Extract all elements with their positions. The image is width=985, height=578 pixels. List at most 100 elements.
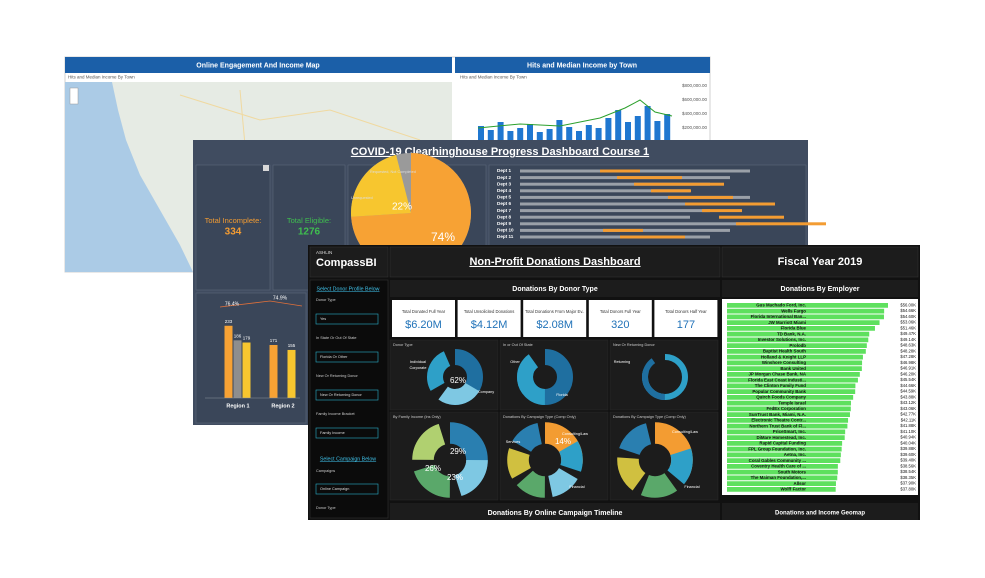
employer-name: Florida International Ban...	[751, 314, 806, 319]
dept-bar-highlight	[719, 215, 784, 219]
dept-label: Dept 1	[497, 168, 511, 173]
timeline-header: Donations By Online Campaign Timeline	[488, 510, 623, 517]
employer-bar	[727, 308, 885, 314]
filter-value[interactable]: Online Campaign	[320, 487, 349, 491]
covid-pie: 22% 74%	[351, 153, 472, 273]
employer-value: $42.77K	[900, 412, 916, 417]
employer-value: $48.28K	[900, 348, 916, 353]
donut-label: Consulting/Law	[672, 430, 698, 434]
geomap-header: Donations and Income Geomap	[775, 511, 865, 517]
donut-segment	[617, 422, 693, 498]
hits-bar	[487, 130, 494, 140]
card-menu-icon[interactable]	[263, 165, 269, 171]
donut-segment	[507, 422, 583, 498]
dept-label: Dept 5	[497, 195, 511, 200]
pie-legend: Unrequested	[351, 196, 373, 200]
campaign-link[interactable]: Select Campaign Below	[320, 456, 376, 462]
employer-bar	[727, 464, 838, 469]
employer-name: Baptist Health South	[763, 349, 806, 354]
filter-label: Donor Type	[316, 298, 336, 302]
hits-bar	[507, 131, 514, 140]
map-title: Online Engagement And Income Map	[196, 62, 319, 69]
employer-bar	[727, 320, 880, 325]
dept-bar-highlight	[736, 222, 826, 226]
dept-bar-highlight	[651, 189, 691, 193]
donut-label: 14%	[555, 437, 571, 446]
region-bar-label: 155	[288, 343, 296, 348]
employer-value: $43.06K	[900, 406, 916, 411]
section-header	[722, 280, 918, 297]
hits-bar	[585, 125, 592, 140]
filter-box[interactable]	[315, 483, 379, 495]
employer-bar	[727, 429, 846, 435]
region-line-label: 76.4%	[225, 301, 240, 307]
dept-label: Dept 11	[497, 234, 514, 239]
employer-bar	[727, 343, 867, 348]
employer-bar	[727, 406, 851, 412]
dept-bar-highlight	[603, 228, 643, 232]
employer-header: Donations By Employer	[781, 286, 860, 293]
dept-label: Dept 10	[497, 228, 514, 233]
axis-label: $200,000.00	[682, 125, 708, 130]
axis-label: $600,000.00	[682, 97, 708, 102]
kpi-card	[523, 300, 587, 337]
donut-label: Individual	[410, 360, 426, 364]
hits-bar	[566, 127, 573, 140]
donut-title: Donations By Campaign Type (Comp Only)	[503, 415, 576, 419]
donut-label: Consulting/Law	[562, 432, 588, 436]
employer-name: Gus Machado Ford, Inc.	[756, 303, 806, 308]
employer-value: $40.94K	[900, 435, 916, 440]
filter-label: Family Income Bracket	[316, 412, 356, 416]
donut-label: Corporate	[410, 366, 427, 370]
employer-bar	[727, 487, 836, 492]
employer-name: TD Bank, N.A.	[777, 331, 806, 336]
kpi-value: 320	[611, 319, 629, 331]
dept-bar-highlight	[668, 195, 733, 199]
employer-value: $47.28K	[900, 354, 916, 359]
dept-bar	[520, 209, 710, 213]
employer-bar	[727, 412, 850, 417]
pie-slice	[351, 154, 411, 217]
region-bar	[233, 340, 242, 398]
dept-bar	[520, 182, 710, 186]
employer-name: SunTrust Bank, Miami, N.A.	[749, 412, 806, 417]
region-bar	[224, 325, 233, 398]
kpi-label: Total Unsolicited Donations	[464, 309, 515, 314]
filter-box[interactable]	[315, 351, 379, 363]
pie-label: 74%	[431, 230, 455, 244]
employer-bar	[727, 372, 860, 377]
employer-bar	[727, 349, 866, 354]
filter-box[interactable]	[315, 313, 379, 325]
donor-link[interactable]: Select Donor Profile Below	[316, 286, 379, 292]
donations-title: Non-Profit Donations Dashboard	[469, 256, 640, 268]
employer-value: $39.40K	[900, 458, 916, 463]
employer-bar	[727, 389, 856, 394]
region-line	[219, 300, 303, 308]
hits-bar	[644, 106, 651, 140]
hits-bar	[536, 132, 543, 140]
employer-value: $37.90K	[900, 481, 916, 486]
employer-value: $39.60K	[900, 452, 916, 457]
kpi-label: Total Donors Full Year	[600, 309, 642, 314]
employer-name: FPL Group Foundation, Inc.	[748, 446, 806, 451]
dept-label: Dept 8	[497, 214, 511, 219]
filter-value[interactable]: Florida Or Other	[320, 355, 348, 359]
filter-box[interactable]	[315, 427, 379, 439]
donut-label: Returning	[614, 360, 630, 364]
map-zoom-control[interactable]	[69, 87, 79, 105]
employer-bar	[727, 435, 845, 440]
filter-box[interactable]	[315, 389, 379, 401]
kpi-value: 177	[677, 319, 695, 331]
dept-bar-highlight	[617, 176, 682, 180]
logo: CompassBI	[316, 257, 377, 269]
map-header	[65, 57, 452, 73]
filter-value[interactable]: Yes	[320, 317, 326, 321]
filter-value[interactable]: Family Income	[320, 431, 345, 435]
employer-name: Quirch Foods Company	[756, 395, 806, 400]
filter-label: In State Or Out Of State	[316, 336, 357, 340]
filter-value[interactable]: New Or Returning Donor	[320, 393, 363, 397]
hits-bars	[478, 106, 671, 140]
kpi-card	[588, 300, 652, 337]
